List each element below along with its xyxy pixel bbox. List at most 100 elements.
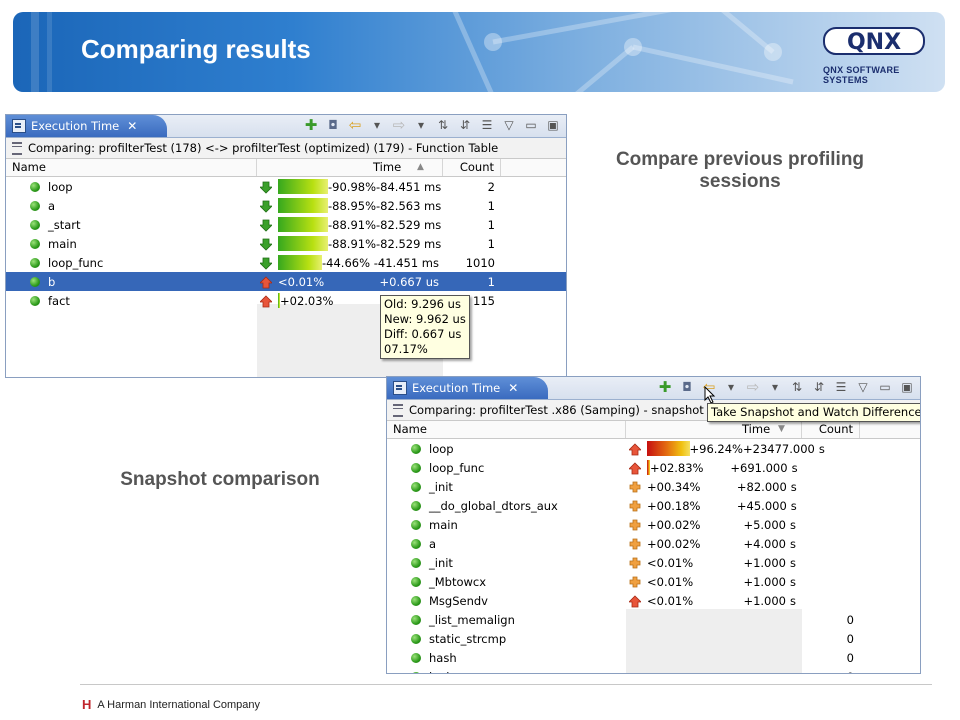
column-header-count[interactable]: Count	[802, 421, 860, 438]
function-status-icon	[30, 219, 40, 230]
percent-box: <0.01%	[275, 274, 376, 289]
count-cell: 1	[443, 215, 501, 234]
table-row[interactable]: fact +02.03% 115	[6, 291, 566, 310]
percent-bar	[647, 441, 690, 456]
snapshot-icon[interactable]: ◘	[328, 118, 338, 132]
function-status-icon	[411, 614, 421, 625]
close-icon[interactable]: ✕	[508, 381, 519, 395]
dropdown-icon[interactable]: ▾	[727, 380, 735, 394]
sort-icon[interactable]: ⇅	[791, 380, 803, 394]
time-cell: -88.91% -82.529 ms	[257, 215, 443, 234]
percent-text: +00.02%	[647, 517, 701, 532]
dropdown-icon[interactable]: ▾	[771, 380, 779, 394]
network-background-graphic	[31, 12, 794, 92]
count-cell	[802, 553, 860, 572]
percent-box	[644, 669, 743, 673]
minimize-icon[interactable]: ▭	[525, 118, 537, 132]
percent-box: <0.01%	[644, 555, 743, 570]
time-value: +1.000	[743, 555, 786, 570]
back-arrow-icon[interactable]: ⇦	[348, 116, 362, 134]
plus-change-icon	[629, 500, 641, 511]
table-row[interactable]: _start -88.91% -82.529 ms 1	[6, 215, 566, 234]
time-value: +0.667 us	[379, 274, 440, 289]
view-menu-icon[interactable]: ▽	[858, 380, 868, 394]
table-row[interactable]: loop_func +02.83% +691.000 s	[387, 458, 920, 477]
table-row[interactable]: main +00.02% +5.000 s	[387, 515, 920, 534]
time-value: +4.000	[743, 536, 786, 551]
time-cell	[626, 648, 802, 667]
table-row[interactable]: lookup 0	[387, 667, 920, 674]
table-row[interactable]: loop +96.24% +23477.000 s	[387, 439, 920, 458]
dropdown-icon[interactable]: ▾	[417, 118, 425, 132]
add-icon[interactable]: ✚	[304, 116, 318, 134]
table-row[interactable]: loop_func -44.66% -41.451 ms 1010	[6, 253, 566, 272]
function-status-icon	[411, 557, 421, 568]
change-indicator	[629, 557, 641, 569]
list-icon[interactable]: ☰	[481, 118, 493, 132]
table-row[interactable]: loop -90.98% -84.451 ms 2	[6, 177, 566, 196]
tab-execution-time[interactable]: Execution Time ✕	[6, 115, 168, 137]
dropdown-icon[interactable]: ▾	[373, 118, 381, 132]
maximize-icon[interactable]: ▣	[901, 380, 913, 394]
table-row[interactable]: main -88.91% -82.529 ms 1	[6, 234, 566, 253]
function-status-icon	[411, 671, 421, 673]
maximize-icon[interactable]: ▣	[547, 118, 559, 132]
percent-box	[644, 650, 743, 665]
up-arrow-icon	[259, 275, 273, 288]
table-row[interactable]: _list_memalign 0	[387, 610, 920, 629]
count-cell: 2	[443, 177, 501, 196]
time-cell: -88.95% -82.563 ms	[257, 196, 443, 215]
table-row[interactable]: __do_global_dtors_aux +00.18% +45.000 s	[387, 496, 920, 515]
add-icon[interactable]: ✚	[658, 378, 672, 396]
sort-icon[interactable]: ⇅	[437, 118, 449, 132]
function-name: _init	[429, 479, 453, 494]
count-value: 1010	[465, 255, 495, 270]
list-icon[interactable]: ☰	[835, 380, 847, 394]
view-menu-icon[interactable]: ▽	[504, 118, 514, 132]
snapshot-icon[interactable]: ◘	[682, 380, 692, 394]
name-cell: fact	[6, 291, 257, 310]
percent-bar	[278, 198, 328, 213]
table-row[interactable]: hash 0	[387, 648, 920, 667]
time-cell: -44.66% -41.451 ms	[257, 253, 443, 272]
count-value: 0	[847, 670, 854, 674]
table-row[interactable]: _init +00.34% +82.000 s	[387, 477, 920, 496]
percent-bar	[278, 255, 322, 270]
name-cell: MsgSendv	[387, 591, 626, 610]
time-cell: <0.01% +0.667 us	[257, 272, 443, 291]
close-icon[interactable]: ✕	[127, 119, 138, 133]
function-name: main	[429, 517, 458, 532]
column-header-count[interactable]: Count	[443, 159, 501, 176]
forward-arrow-icon[interactable]: ⇨	[392, 116, 406, 134]
percent-box: +00.34%	[644, 479, 737, 494]
plus-change-icon	[629, 481, 641, 492]
time-unit: s	[790, 498, 797, 513]
table-row[interactable]: _Mbtowcx <0.01% +1.000 s	[387, 572, 920, 591]
tab-execution-time[interactable]: Execution Time ✕	[387, 377, 549, 399]
function-table-body: loop +96.24% +23477.000 s loop_func +02.83% +6…	[387, 439, 920, 674]
execution-time-view-2: Execution Time ✕ ✚ ◘ ⇦ ▾ ⇨ ▾ ⇅ ⇵ ☰ ▽ ▭ ▣…	[386, 376, 921, 674]
column-header-name[interactable]: Name	[387, 421, 626, 438]
table-row[interactable]: b <0.01% +0.667 us 1	[6, 272, 566, 291]
function-name: loop_func	[429, 460, 485, 475]
column-header-time[interactable]: Time ▲	[257, 159, 443, 176]
minimize-icon[interactable]: ▭	[879, 380, 891, 394]
function-status-icon	[411, 462, 421, 473]
forward-arrow-icon[interactable]: ⇨	[746, 378, 760, 396]
view-tab-bar: Execution Time ✕ ✚ ◘ ⇦ ▾ ⇨ ▾ ⇅ ⇵ ☰ ▽ ▭ ▣	[387, 377, 920, 400]
swap-icon[interactable]: ⇵	[813, 380, 825, 394]
table-row[interactable]: static_strcmp 0	[387, 629, 920, 648]
percent-box: -88.91%	[275, 217, 376, 232]
table-row[interactable]: _init <0.01% +1.000 s	[387, 553, 920, 572]
swap-icon[interactable]: ⇵	[459, 118, 471, 132]
table-row[interactable]: a -88.95% -82.563 ms 1	[6, 196, 566, 215]
column-header-name[interactable]: Name	[6, 159, 257, 176]
table-row[interactable]: a +00.02% +4.000 s	[387, 534, 920, 553]
function-status-icon	[411, 519, 421, 530]
change-indicator	[259, 181, 273, 194]
table-row[interactable]: MsgSendv <0.01% +1.000 s	[387, 591, 920, 610]
percent-box: -90.98%	[275, 179, 376, 194]
column-header-time[interactable]: Time ▼	[626, 421, 802, 438]
up-arrow-icon	[628, 461, 642, 474]
name-cell: hash	[387, 648, 626, 667]
